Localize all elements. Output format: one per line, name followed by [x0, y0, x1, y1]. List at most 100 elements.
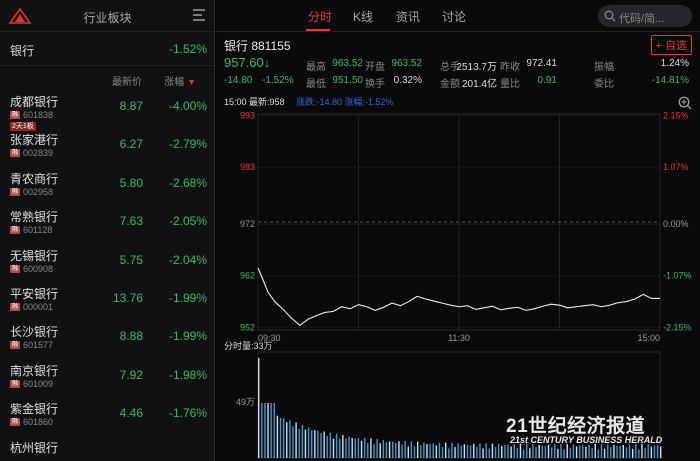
tab-news[interactable]: 资讯	[396, 10, 421, 24]
volume-bar	[660, 446, 662, 458]
stock-code-value: 000001	[23, 302, 54, 312]
volume-bar	[600, 443, 603, 458]
volume-bar	[578, 445, 581, 458]
volume-bar	[404, 441, 406, 458]
volume-bar	[301, 424, 304, 458]
sector-panel: 行业板块 银行 -1.52% 最新价 涨幅 ▼ 成都银行融 601838 2天1板 8.…	[0, 0, 215, 461]
volume-bar	[420, 445, 422, 458]
pct-tick-label: 2.15%	[663, 111, 689, 121]
quote-field-label: 振幅	[594, 62, 614, 73]
tab-timeshare[interactable]: 分时	[308, 10, 333, 24]
volume-bar	[529, 448, 531, 458]
stock-name: 杭州银行	[10, 440, 59, 455]
volume-bar	[432, 443, 434, 458]
stock-code-value: 601128	[23, 225, 53, 236]
x-tick-label: 09:30	[258, 333, 281, 343]
stock-row[interactable]: 无锡银行融 600908 5.75 -2.04%	[0, 245, 214, 283]
volume-bar	[516, 447, 519, 458]
margin-tag-icon: 融	[10, 341, 20, 350]
volume-bar	[522, 449, 525, 458]
volume-bar	[510, 446, 512, 458]
stock-code: 融 002839	[10, 148, 53, 158]
stock-price: 8.88	[119, 329, 143, 344]
volume-bar	[448, 448, 450, 458]
stock-code-value: 601577	[23, 340, 54, 351]
volume-bar	[292, 426, 294, 458]
quote-field-value: 963.52	[391, 58, 422, 69]
volume-bar	[538, 444, 540, 458]
volume-bar	[479, 443, 481, 458]
stock-row[interactable]: 常熟银行融 601128 7.63 -2.05%	[0, 206, 214, 244]
volume-bar	[398, 441, 400, 458]
search-placeholder: 代码/简...	[619, 13, 665, 25]
volume-bar	[457, 443, 459, 458]
volume-bar	[625, 447, 628, 458]
volume-bar	[494, 447, 497, 458]
volume-bar	[572, 444, 575, 458]
stock-name: 紫金银行	[10, 402, 59, 417]
add-watchlist-button[interactable]: + 自选	[650, 35, 692, 55]
volume-bar	[451, 442, 453, 458]
stock-row[interactable]: 杭州银行	[0, 437, 214, 461]
volume-bar	[342, 434, 344, 458]
volume-bar	[273, 403, 275, 458]
tab-discussion[interactable]: 讨论	[442, 10, 467, 24]
volume-bar	[469, 445, 472, 458]
volume-bar	[554, 444, 556, 458]
volume-bar	[575, 446, 578, 458]
volume-bar	[423, 442, 425, 458]
limit-badge: 2天1板	[10, 122, 36, 131]
stock-row[interactable]: 平安银行融 000001 13.76 -1.99%	[0, 283, 214, 321]
sector-summary[interactable]: 银行 -1.52%	[0, 32, 214, 66]
stock-row[interactable]: 张家港行融 002839 6.27 -2.79%	[0, 129, 214, 167]
stock-row[interactable]: 青农商行融 002958 5.80 -2.68%	[0, 168, 214, 206]
stock-row[interactable]: 紫金银行融 601860 4.46 -1.76%	[0, 398, 214, 436]
column-header-change[interactable]: 涨幅 ▼	[164, 73, 196, 88]
volume-tick-label: 49万	[236, 397, 255, 407]
zoom-icon[interactable]	[678, 96, 692, 110]
quote-field-value: 2513.7万	[456, 62, 497, 73]
stock-row[interactable]: 南京银行融 601009 7.92 -1.98%	[0, 360, 214, 398]
watermark-en: 21st CENTURY BUSINESS HERALD	[510, 435, 663, 445]
stock-change: -1.99%	[168, 291, 207, 305]
stock-code: 融 601577	[10, 340, 53, 350]
x-tick-label: 11:30	[448, 333, 470, 343]
volume-bar	[466, 444, 469, 458]
volume-bar	[485, 443, 487, 458]
volume-bar	[650, 446, 653, 458]
column-header-price[interactable]: 最新价	[112, 77, 142, 88]
time-readout: 15:00 最新:958	[224, 95, 285, 108]
volume-bar	[382, 440, 385, 458]
volume-bar	[329, 432, 332, 458]
search-input[interactable]: 代码/简...	[598, 5, 692, 27]
volume-bar	[295, 422, 297, 458]
volume-bar	[513, 444, 515, 458]
volume-bar	[644, 448, 646, 458]
last-price-value: 957.60	[224, 55, 264, 70]
stock-row[interactable]: 长沙银行融 601577 8.88 -1.99%	[0, 321, 214, 359]
intraday-chart[interactable]: 993 2.15% 983 1.07% 972 0.00% 962 -1.07% 952 -2.1…	[216, 106, 700, 461]
volume-bar	[407, 446, 409, 458]
sort-desc-icon: ▼	[187, 77, 196, 87]
volume-bar	[392, 441, 394, 458]
quote-field-label: 金额	[440, 79, 460, 90]
stock-change: -4.00%	[168, 99, 207, 113]
volume-bar	[376, 439, 378, 458]
volume-bar	[395, 442, 397, 458]
volume-bar	[345, 438, 347, 458]
stock-code-value: 601860	[23, 417, 54, 428]
volume-bar	[647, 444, 649, 458]
y-tick-label: 962	[240, 271, 255, 281]
volume-bar	[454, 447, 456, 458]
volume-bar	[276, 415, 279, 458]
active-tab-indicator	[306, 29, 330, 31]
volume-bar	[310, 430, 313, 458]
volume-label: 分时量:33万	[224, 340, 273, 351]
stock-row[interactable]: 成都银行融 601838 2天1板 8.87 -4.00%	[0, 91, 214, 131]
volume-bar	[444, 442, 447, 458]
tab-kline[interactable]: K线	[353, 10, 374, 24]
volume-bar	[357, 437, 360, 458]
volume-bar	[413, 446, 416, 458]
menu-icon[interactable]	[191, 7, 207, 23]
volume-bar	[535, 446, 537, 458]
